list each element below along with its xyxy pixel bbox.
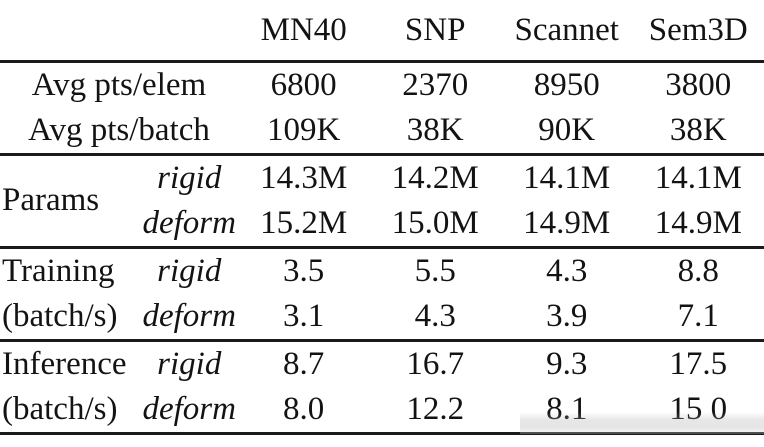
cell-training-deform-snp: 4.3: [414, 297, 456, 334]
cell-avg-pts-elem-snp: 2370: [402, 66, 469, 103]
table-row-training-rigid: Training rigid 3.5 5.5 4.3 8.8: [0, 245, 764, 294]
cell-avg-pts-batch-snp: 38K: [406, 111, 464, 148]
column-header-snp: SNP: [369, 0, 501, 63]
cell-params-rigid-mn40: 14.3M: [237, 152, 370, 201]
cell-inference-deform-mn40: 8.0: [237, 386, 370, 435]
cell-training-rigid-scannet: 4.3: [500, 245, 633, 294]
header-row: MN40 SNP Scannet Sem3D: [0, 0, 764, 63]
cell-params-deform-sem3d: 14.9M: [654, 204, 742, 241]
cell-training-deform-sem3d: 7.1: [677, 297, 719, 334]
column-header-sem3d: Sem3D: [632, 0, 764, 63]
row-group-label-training-unit: (batch/s): [2, 297, 118, 334]
row-group-label-inference: Inference: [0, 338, 141, 387]
row-label-avg-pts-elem: Avg pts/elem: [31, 66, 207, 103]
cell-inference-deform-snp: 12.2: [369, 386, 501, 435]
cell-inference-rigid-mn40: 8.7: [237, 338, 370, 387]
row-group-label-training: Training: [0, 245, 141, 294]
cell-inference-rigid-sem3d: 17.5: [632, 338, 764, 387]
cell-inference-rigid-scannet: 9.3: [500, 338, 633, 387]
table-row-inference-deform: (batch/s) deform 8.0 12.2 8.1 15 0: [0, 386, 764, 435]
variant-label-rigid: rigid: [140, 152, 238, 201]
table-row-inference-rigid: Inference rigid 8.7 16.7 9.3 17.5: [0, 338, 764, 387]
variant-label-deform: deform: [140, 386, 238, 435]
cell-training-deform-scannet: 3.9: [546, 297, 588, 334]
variant-label-deform: deform: [142, 204, 236, 241]
cell-params-rigid-sem3d: 14.1M: [632, 152, 764, 201]
variant-label-rigid: rigid: [140, 245, 238, 294]
cell-avg-pts-batch-scannet: 90K: [538, 111, 596, 148]
table-row-training-deform: (batch/s) deform 3.1 4.3 3.9 7.1: [0, 294, 764, 341]
row-group-label-params: Params: [0, 152, 141, 247]
cell-training-rigid-mn40: 3.5: [237, 245, 370, 294]
column-header-mn40: MN40: [237, 0, 370, 63]
row-group-label-inference-unit: (batch/s): [0, 386, 141, 435]
table-row-avg-pts-elem: Avg pts/elem 6800 2370 8950 3800: [0, 61, 764, 108]
cell-inference-rigid-snp: 16.7: [369, 338, 501, 387]
cell-training-rigid-snp: 5.5: [369, 245, 501, 294]
cell-inference-deform-sem3d: 15 0: [632, 386, 764, 435]
variant-label-deform: deform: [142, 297, 236, 334]
cell-avg-pts-elem-scannet: 8950: [533, 66, 600, 103]
benchmark-table: MN40 SNP Scannet Sem3D Avg pts/elem 6800…: [0, 0, 764, 435]
cell-avg-pts-elem-mn40: 6800: [270, 66, 337, 103]
table-row-avg-pts-batch: Avg pts/batch 109K 38K 90K 38K: [0, 108, 764, 155]
cell-training-rigid-sem3d: 8.8: [632, 245, 764, 294]
table-row-params-deform: deform 15.2M 15.0M 14.9M 14.9M: [0, 201, 764, 248]
row-label-avg-pts-batch: Avg pts/batch: [28, 111, 210, 148]
cell-params-rigid-scannet: 14.1M: [500, 152, 633, 201]
cell-params-deform-scannet: 14.9M: [523, 204, 611, 241]
variant-label-rigid: rigid: [140, 338, 238, 387]
cell-avg-pts-elem-sem3d: 3800: [665, 66, 732, 103]
cell-avg-pts-batch-mn40: 109K: [267, 111, 341, 148]
cell-params-deform-snp: 15.0M: [391, 204, 479, 241]
header-corner: [0, 0, 238, 63]
cell-training-deform-mn40: 3.1: [283, 297, 325, 334]
column-header-scannet: Scannet: [500, 0, 633, 63]
table-row-params-rigid: Params rigid 14.3M 14.2M 14.1M 14.1M: [0, 152, 764, 247]
cell-params-deform-mn40: 15.2M: [260, 204, 348, 241]
cell-avg-pts-batch-sem3d: 38K: [669, 111, 727, 148]
cell-inference-deform-scannet: 8.1: [500, 386, 633, 435]
cell-params-rigid-snp: 14.2M: [369, 152, 501, 201]
